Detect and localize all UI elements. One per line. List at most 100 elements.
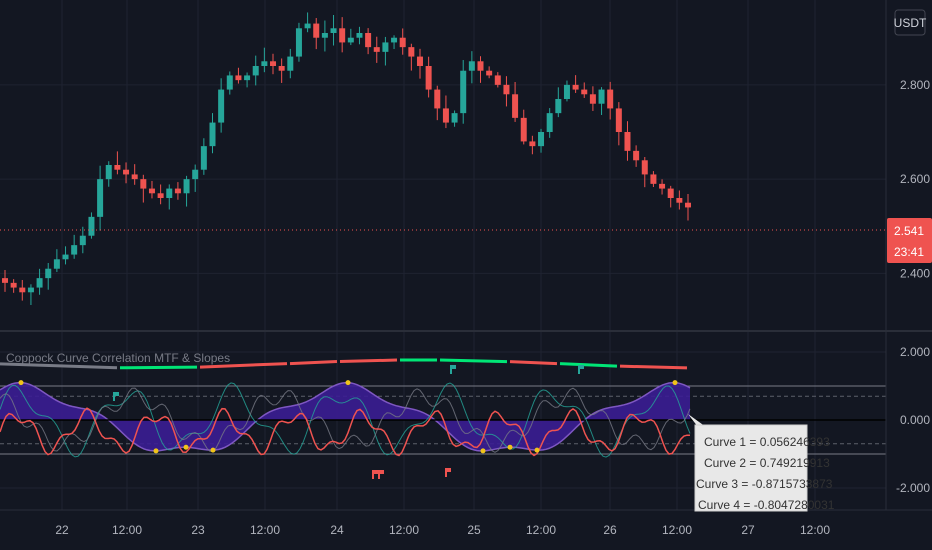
candle-body: [391, 37, 398, 43]
candle-body: [140, 179, 147, 189]
candle-body: [148, 188, 155, 194]
time-tick-label: 23: [191, 523, 205, 537]
extreme-dot: [672, 380, 678, 386]
time-tick-label: 12:00: [662, 523, 692, 537]
flag-pole: [578, 365, 580, 374]
last-price-value: 2.541: [894, 224, 924, 238]
time-axis[interactable]: 22 12:00 23 12:00 24 12:00 25 12:00 26 12:00 27 12:…: [55, 523, 830, 537]
candle-body: [131, 174, 138, 180]
flag-pole: [445, 468, 447, 477]
candle-body: [218, 89, 225, 123]
time-tick-label: 24: [330, 523, 344, 537]
candle-body: [581, 89, 588, 95]
flag-pole: [378, 470, 380, 479]
time-tick-label: 12:00: [112, 523, 142, 537]
candle-body: [209, 122, 216, 147]
slope-segment: [439, 358, 508, 364]
candle-body: [330, 28, 337, 33]
curve-3-line: [0, 382, 691, 458]
candle-body: [10, 282, 17, 288]
slope-segment: [0, 362, 118, 370]
price-axis[interactable]: 2.800 2.600 2.400 2.000 0.000 -2.000: [896, 78, 930, 495]
slope-segment: [619, 364, 688, 370]
candle-body: [365, 33, 372, 48]
tooltip-line-1: Curve 1 = 0.056246393: [704, 435, 830, 449]
candle-body: [538, 132, 545, 147]
slope-segment: [199, 362, 288, 369]
candle-body: [252, 66, 259, 76]
osc-tick-label: 2.000: [900, 345, 930, 359]
candle-body: [278, 66, 285, 71]
candle-body: [434, 89, 441, 109]
candle-body: [71, 245, 78, 255]
candle-body: [659, 183, 666, 189]
candle-body: [166, 188, 173, 198]
time-tick-label: 12:00: [800, 523, 830, 537]
currency-badge-box[interactable]: [894, 9, 926, 36]
osc-tick-label: 0.000: [900, 413, 930, 427]
osc-tick-label: -2.000: [896, 481, 930, 495]
time-tick-label: 12:00: [389, 523, 419, 537]
candle-body: [105, 165, 112, 180]
flag-head: [452, 365, 456, 369]
candle-body: [676, 198, 683, 203]
candle-body: [425, 66, 432, 90]
time-tick-label: 27: [741, 523, 755, 537]
candle-body: [373, 47, 380, 52]
candle-body: [529, 141, 536, 147]
price-tick-label: 2.800: [900, 78, 930, 92]
candle-body: [270, 61, 277, 66]
candlestick-series: [2, 12, 691, 306]
extreme-dot: [153, 448, 159, 454]
candle-body: [88, 216, 95, 236]
candle-body: [555, 99, 562, 114]
tooltip-pointer: [688, 414, 706, 427]
candle-body: [589, 94, 596, 104]
currency-badge[interactable]: USDT: [894, 16, 927, 30]
candle-body: [200, 146, 207, 170]
flag-head: [374, 470, 378, 474]
candle-body: [563, 84, 570, 99]
candle-body: [45, 268, 52, 279]
time-tick-label: 12:00: [526, 523, 556, 537]
candle-body: [183, 179, 190, 194]
candle-body: [123, 169, 130, 175]
extreme-dot: [183, 444, 189, 450]
time-tick-label: 26: [603, 523, 617, 537]
curve-4-line: [0, 387, 691, 453]
candle-body: [19, 287, 26, 293]
curve-2-line: [0, 381, 691, 452]
candle-body: [641, 160, 648, 175]
time-tick-label: 25: [467, 523, 481, 537]
candle-body: [468, 61, 475, 71]
candle-body: [157, 193, 164, 198]
candle-body: [27, 287, 34, 293]
candle-body: [382, 42, 389, 52]
candle-body: [408, 47, 415, 57]
candle-body: [244, 75, 251, 81]
extreme-dot: [345, 380, 351, 386]
candle-body: [615, 108, 622, 132]
candle-body: [2, 278, 8, 283]
candle-body: [486, 70, 493, 76]
time-tick-label: 22: [55, 523, 69, 537]
candle-body: [79, 235, 86, 246]
slope-segment: [339, 358, 398, 364]
flag-head: [115, 392, 119, 396]
candle-body: [114, 165, 121, 170]
candle-body: [287, 56, 294, 71]
tooltip-line-4: Curve 4 = -0.8047280031: [698, 498, 835, 512]
candle-body: [261, 61, 268, 66]
candle-body: [356, 33, 363, 38]
flag-pole: [372, 470, 374, 479]
extreme-dot: [480, 448, 486, 454]
price-tick-label: 2.600: [900, 172, 930, 186]
extreme-dot: [507, 444, 513, 450]
extreme-dot: [210, 447, 216, 453]
candle-body: [572, 84, 579, 90]
indicator-title[interactable]: Coppock Curve Correlation MTF & Slopes: [6, 351, 230, 365]
candle-body: [347, 37, 354, 43]
candle-body: [520, 117, 527, 142]
extreme-dot: [18, 380, 24, 386]
